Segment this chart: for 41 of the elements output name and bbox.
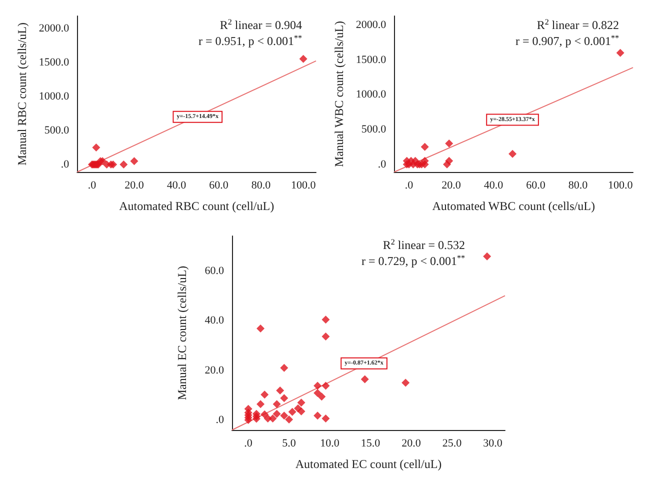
x-tick-label: 20.0 <box>124 180 144 192</box>
annotation: r = 0.907, p < 0.001** <box>515 34 619 48</box>
x-tick-label: 25.0 <box>442 438 462 450</box>
y-tick-label: 500.0 <box>44 124 70 136</box>
x-tick-label: 10.0 <box>320 438 340 450</box>
y-tick-label: 1000.0 <box>356 88 387 101</box>
y-axis-title: Manual RBC count (cells/uL) <box>15 22 29 166</box>
x-axis-title: Automated EC count (cell/uL) <box>295 457 442 471</box>
x-tick-label: 5.0 <box>282 438 296 450</box>
y-tick-label: 1000.0 <box>38 90 70 102</box>
y-tick-label: 1500.0 <box>356 54 387 66</box>
x-tick-label: 40.0 <box>166 180 187 192</box>
x-tick-label: .0 <box>244 438 253 450</box>
x-axis-title: Automated WBC count (cells/uL) <box>432 199 595 213</box>
x-tick-label: 100.0 <box>608 180 634 192</box>
x-tick-label: 30.0 <box>483 438 503 450</box>
annotation: r = 0.951, p < 0.001** <box>198 34 302 48</box>
y-tick-label: 40.0 <box>204 314 224 327</box>
y-tick-label: .0 <box>378 158 387 170</box>
x-tick-label: .0 <box>404 180 414 192</box>
y-axis-title: Manual WBC count (cells/uL) <box>332 20 346 168</box>
y-tick-label: 20.0 <box>204 364 224 376</box>
x-axis-title: Automated RBC count (cell/uL) <box>119 199 274 213</box>
y-tick-label: 60.0 <box>204 264 224 277</box>
x-tick-label: 40.0 <box>484 180 504 192</box>
x-tick-label: 20.0 <box>402 438 422 450</box>
y-tick-label: 1500.0 <box>38 56 70 68</box>
x-tick-label: 80.0 <box>251 180 272 192</box>
x-tick-label: .0 <box>88 180 97 192</box>
y-tick-label: 500.0 <box>361 124 387 136</box>
x-tick-label: 20.0 <box>442 180 462 192</box>
x-tick-label: 100.0 <box>290 180 316 192</box>
y-tick-label: .0 <box>216 414 224 426</box>
x-tick-label: 60.0 <box>526 180 546 192</box>
x-tick-label: 15.0 <box>360 438 381 450</box>
y-axis-title: Manual EC count (cells/uL) <box>175 266 189 400</box>
x-tick-label: 80.0 <box>568 180 588 192</box>
annotation: r = 0.729, p < 0.001** <box>361 254 465 268</box>
y-tick-label: 2000.0 <box>38 22 70 34</box>
y-tick-label: 2000.0 <box>356 19 387 32</box>
y-tick-label: .0 <box>60 158 70 171</box>
